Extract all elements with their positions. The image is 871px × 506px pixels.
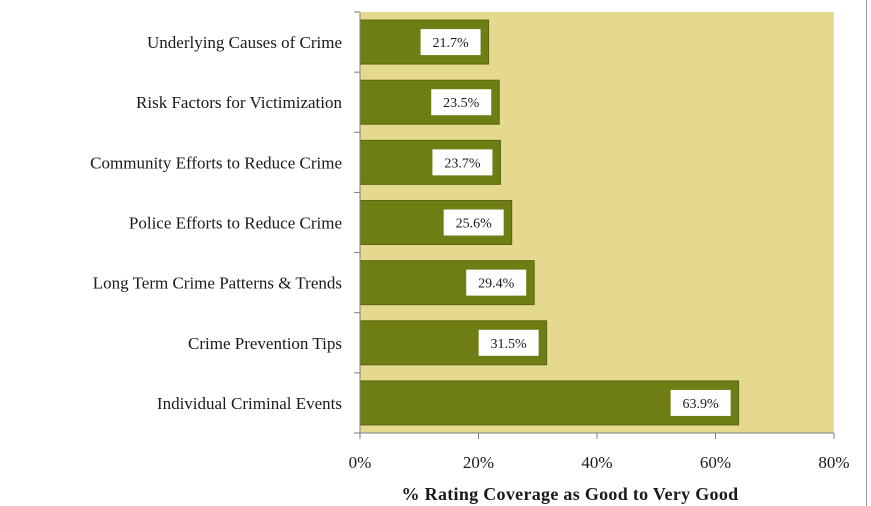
data-label: 63.9%: [683, 397, 720, 412]
x-tick-label: 80%: [818, 453, 849, 472]
category-label: Community Efforts to Reduce Crime: [90, 153, 342, 172]
category-label: Risk Factors for Victimization: [136, 93, 342, 112]
x-tick-label: 0%: [349, 453, 372, 472]
category-label: Crime Prevention Tips: [188, 334, 342, 353]
data-label-box: [420, 29, 481, 56]
x-tick-label: 60%: [700, 453, 731, 472]
data-label: 23.5%: [443, 96, 480, 111]
data-label-box: [443, 209, 504, 236]
data-label: 21.7%: [432, 36, 469, 51]
data-label: 31.5%: [491, 337, 528, 352]
data-label-box: [432, 149, 493, 176]
bars: 21.7% 23.5% 23.7% 25.6% 29.4% 31.5% 63.9%: [359, 19, 740, 426]
axes: 0% 20% 40% 60% 80%: [349, 11, 850, 472]
data-label: 29.4%: [478, 277, 515, 292]
x-tick-label: 20%: [463, 453, 494, 472]
category-label: Police Efforts to Reduce Crime: [129, 214, 342, 233]
data-label: 25.6%: [456, 217, 493, 232]
x-axis-label: % Rating Coverage as Good to Very Good: [402, 484, 739, 504]
data-label-box: [670, 389, 731, 416]
data-label-box: [466, 269, 527, 296]
data-label-box: [478, 329, 539, 356]
category-label: Underlying Causes of Crime: [147, 33, 342, 52]
x-tick-label: 40%: [581, 453, 612, 472]
category-labels: Underlying Causes of Crime Risk Factors f…: [90, 33, 342, 413]
data-label-box: [431, 89, 492, 116]
data-label: 23.7%: [444, 156, 481, 171]
right-border-line: [866, 0, 867, 506]
category-label: Individual Criminal Events: [157, 394, 342, 413]
category-label: Long Term Crime Patterns & Trends: [93, 274, 342, 293]
